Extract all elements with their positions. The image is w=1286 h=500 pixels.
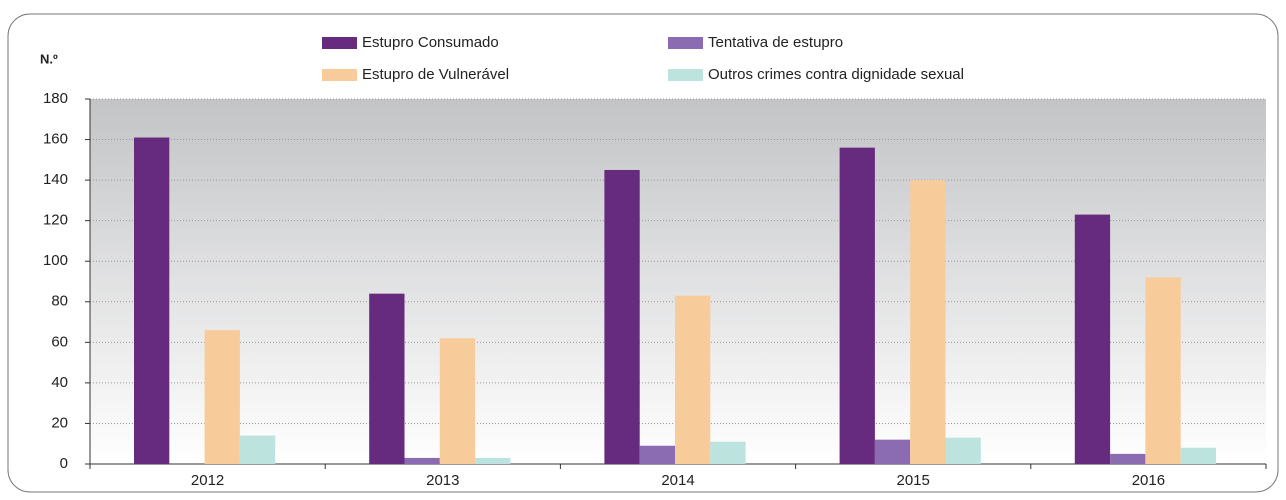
bar (1145, 277, 1181, 464)
y-tick-label: 20 (51, 414, 68, 431)
bar (1180, 447, 1216, 464)
bar (710, 441, 746, 464)
bar (239, 435, 276, 464)
bar (1074, 214, 1111, 464)
legend-label: Estupro Consumado (362, 34, 499, 51)
legend-label: Estupro de Vulnerável (362, 66, 509, 83)
bar (404, 457, 440, 464)
y-axis-label: N.º (40, 51, 58, 66)
bar (910, 180, 946, 464)
legend-label: Outros crimes contra dignidade sexual (708, 66, 964, 83)
x-tick-label: 2014 (661, 472, 694, 489)
x-tick-label: 2015 (897, 472, 930, 489)
y-tick-label: 120 (43, 212, 68, 229)
bar (604, 169, 640, 464)
legend-swatch (668, 37, 703, 49)
x-tick-label: 2016 (1132, 472, 1165, 489)
y-tick-label: 160 (43, 131, 68, 148)
y-tick-label: 180 (43, 90, 68, 107)
bar (874, 439, 911, 464)
bar (439, 338, 476, 464)
bar (1110, 453, 1146, 464)
y-tick-label: 100 (43, 252, 68, 269)
bar (639, 445, 675, 464)
legend-swatch (668, 69, 703, 81)
y-tick-label: 40 (51, 374, 68, 391)
legend-swatch (322, 37, 357, 49)
bar (369, 293, 405, 464)
x-tick-label: 2013 (426, 472, 459, 489)
x-tick-label: 2012 (191, 472, 224, 489)
y-tick-label: 140 (43, 171, 68, 188)
bar (945, 437, 981, 464)
y-tick-label: 0 (60, 455, 68, 472)
bar (134, 137, 170, 464)
bar (204, 330, 240, 464)
legend-label: Tentativa de estupro (708, 34, 843, 51)
bar (475, 457, 511, 464)
bar (675, 295, 711, 464)
y-tick-label: 60 (51, 333, 68, 350)
legend-swatch (322, 69, 357, 81)
y-tick-label: 80 (51, 293, 68, 310)
frame (7, 13, 1279, 493)
bar (839, 147, 875, 464)
